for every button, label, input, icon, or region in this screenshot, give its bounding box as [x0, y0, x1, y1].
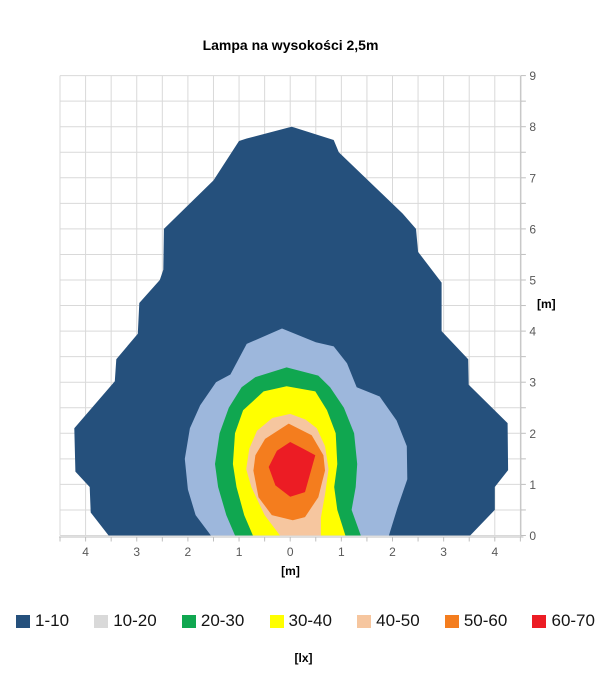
x-tick-label: 4: [491, 545, 498, 559]
value-unit-label: [lx]: [294, 651, 313, 665]
y-tick-label: 7: [529, 171, 536, 185]
y-tick-label: 5: [529, 274, 536, 288]
legend-swatch: [269, 614, 284, 628]
legend-swatch: [532, 614, 547, 628]
contour-band-60-70: [268, 442, 316, 497]
legend-label: 40-50: [376, 611, 420, 630]
legend-label: 10-20: [113, 611, 157, 630]
x-tick-label: 0: [287, 545, 294, 559]
y-tick-label: 9: [529, 69, 536, 83]
x-tick-label: 1: [236, 545, 243, 559]
legend-item: 30-40: [269, 611, 332, 631]
y-tick-label: 2: [529, 427, 536, 441]
legend-label: 60-70: [551, 611, 595, 630]
y-tick-label: 6: [529, 222, 536, 236]
legend-swatch: [94, 614, 109, 628]
x-tick-label: 2: [389, 545, 396, 559]
x-axis-unit-label: [m]: [281, 564, 300, 578]
x-tick-label: 1: [338, 545, 345, 559]
legend-item: 40-50: [357, 611, 420, 631]
chart-title: Lampa na wysokości 2,5m: [202, 37, 379, 53]
legend-label: 1-10: [35, 611, 70, 630]
legend-label: 50-60: [463, 611, 508, 630]
legend-swatch: [181, 614, 196, 628]
legend: 1-10 10-20 20-30 30-40 40-50 50-60 60-70: [16, 611, 595, 631]
y-tick-label: 0: [529, 529, 536, 543]
legend-swatch: [444, 614, 459, 628]
legend-item: 50-60: [444, 611, 508, 631]
contour-plot: 4 3 2 1 0 1 2 3 4 0 1 2 3 4 5 6 7 8 9: [59, 69, 536, 559]
legend-item: 1-10: [16, 611, 69, 631]
legend-label: 30-40: [288, 611, 332, 630]
x-tick-label: 3: [440, 545, 447, 559]
legend-item: 20-30: [181, 611, 245, 631]
y-axis-unit-label: [m]: [537, 297, 556, 311]
legend-item: 60-70: [532, 611, 595, 631]
x-tick-label: 2: [185, 545, 192, 559]
legend-swatch: [16, 614, 30, 628]
y-tick-label: 4: [529, 325, 536, 339]
y-tick-label: 1: [529, 478, 536, 492]
x-tick-label: 3: [133, 545, 140, 559]
legend-swatch: [357, 614, 372, 628]
legend-label: 20-30: [200, 611, 245, 630]
x-tick-label: 4: [82, 545, 89, 559]
y-tick-label: 3: [529, 376, 536, 390]
legend-item: 10-20: [94, 611, 157, 631]
y-tick-label: 8: [529, 120, 536, 134]
